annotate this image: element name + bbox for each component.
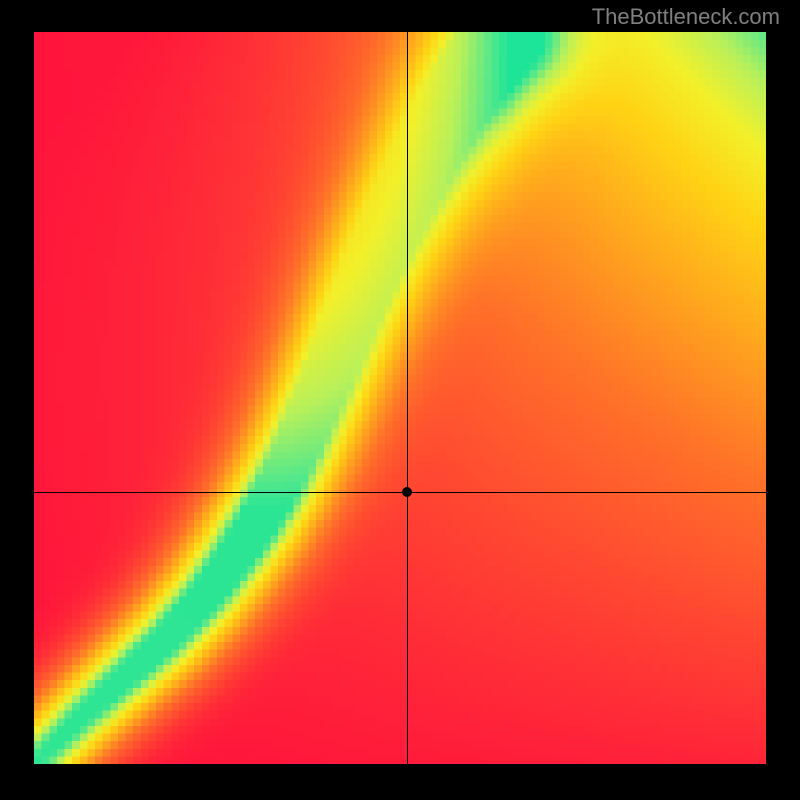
heatmap-canvas <box>34 32 766 764</box>
watermark-text: TheBottleneck.com <box>592 4 780 30</box>
crosshair-vertical <box>407 32 408 764</box>
chart-container: TheBottleneck.com <box>0 0 800 800</box>
plot-area <box>34 32 766 764</box>
marker-dot <box>402 487 412 497</box>
crosshair-horizontal <box>34 492 766 493</box>
